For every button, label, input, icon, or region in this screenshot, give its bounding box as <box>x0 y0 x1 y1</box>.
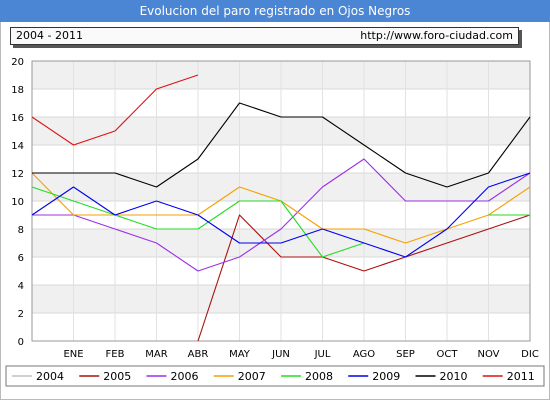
y-tick-label: 4 <box>18 281 24 292</box>
x-tick-label: OCT <box>437 349 459 360</box>
source-url[interactable]: http://www.foro-ciudad.com <box>360 29 513 42</box>
y-tick-label: 2 <box>18 309 24 320</box>
y-tick-label: 8 <box>18 225 24 236</box>
series-line-2008 <box>31 186 365 258</box>
y-tick-label: 12 <box>11 169 24 180</box>
legend-label: 2007 <box>238 370 266 383</box>
legend-label: 2004 <box>36 370 64 383</box>
legend-label: 2008 <box>305 370 333 383</box>
y-tick-label: 6 <box>18 253 24 264</box>
series-line-2010 <box>32 102 531 188</box>
series-line-2005 <box>197 214 531 342</box>
legend-label: 2006 <box>171 370 199 383</box>
series-line-2011 <box>31 74 199 146</box>
x-tick-label: SEP <box>396 349 415 360</box>
chart-title: Evolucion del paro registrado en Ojos Ne… <box>0 0 550 22</box>
y-tick-label: 18 <box>11 85 24 96</box>
series-line-2009 <box>31 172 531 258</box>
x-tick-label: DIC <box>521 349 539 360</box>
x-tick-label: AGO <box>353 349 375 360</box>
x-tick-label: FEB <box>106 349 125 360</box>
y-tick-label: 16 <box>11 113 24 124</box>
y-tick-label: 10 <box>11 197 24 208</box>
legend-label: 2005 <box>103 370 131 383</box>
plot-area <box>31 60 531 342</box>
y-tick-label: 14 <box>11 141 24 152</box>
x-tick-label: MAY <box>229 349 251 360</box>
x-tick-label: JUL <box>314 349 331 360</box>
legend-label: 2009 <box>372 370 400 383</box>
x-tick-label: ABR <box>188 349 209 360</box>
legend-label: 2011 <box>507 370 535 383</box>
legend-label: 2010 <box>440 370 468 383</box>
x-tick-label: ENE <box>63 349 83 360</box>
x-tick-label: NOV <box>477 349 499 360</box>
info-box: 2004 - 2011 http://www.foro-ciudad.com <box>10 27 519 45</box>
x-tick-label: MAR <box>145 349 167 360</box>
y-tick-label: 20 <box>11 57 24 68</box>
x-tick-label: JUN <box>271 349 290 360</box>
y-tick-label: 0 <box>18 337 24 348</box>
series-line-2006 <box>32 158 531 272</box>
year-range-label: 2004 - 2011 <box>16 29 83 42</box>
legend <box>5 365 545 387</box>
